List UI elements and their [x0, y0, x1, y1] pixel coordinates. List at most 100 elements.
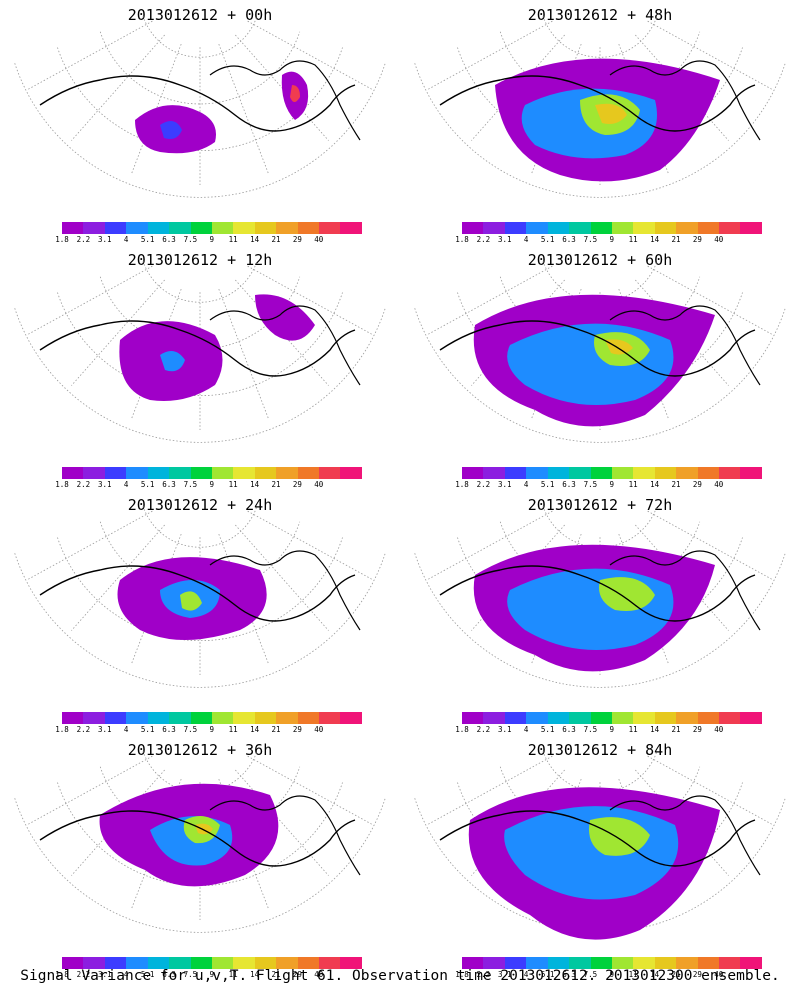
- colorbar-segment: [190, 467, 212, 479]
- colorbar-segment: [569, 957, 591, 969]
- colorbar-segment: [147, 957, 170, 969]
- map-panel: 2013012612 + 00h 1.8 2.2 3.1 4 5.1 6.3 7.5 9 11 14…: [0, 0, 400, 245]
- colorbar-tick-label: 4: [523, 235, 529, 244]
- colorbar-tick-label: 4: [523, 725, 529, 734]
- colorbar-labels: 1.8 2.2 3.1 4 5.1 6.3 7.5 9 11 14 21 29 40: [55, 725, 375, 735]
- colorbar-tick-label: 3.1: [98, 970, 112, 979]
- colorbar-tick-label: 11: [228, 480, 238, 489]
- panel-title: 2013012612 + 36h: [127, 741, 273, 759]
- colorbar-tick-label: 14: [650, 235, 660, 244]
- colorbar-tick-label: 4: [123, 235, 129, 244]
- colorbar-segment: [697, 957, 720, 969]
- colorbar-segment: [319, 712, 341, 724]
- colorbar-segment: [462, 222, 484, 234]
- colorbar-tick-label: 11: [628, 970, 638, 979]
- colorbar-segment: [211, 467, 234, 479]
- colorbar-tick-label: 3.1: [98, 725, 112, 734]
- coastline: [39, 810, 356, 867]
- colorbar-tick-label: 4: [123, 970, 129, 979]
- colorbar-tick-label: 2.2: [476, 480, 491, 489]
- colorbar-tick-label: 29: [692, 970, 702, 979]
- colorbar-tick-label: 29: [692, 480, 702, 489]
- colorbar-tick-label: 1.8: [455, 970, 469, 979]
- colorbar-tick-label: 6.3: [162, 970, 176, 979]
- colorbar-segment: [483, 222, 505, 234]
- colorbar-tick-label: 1.8: [55, 480, 69, 489]
- colorbar-tick-label: 2.2: [476, 235, 491, 244]
- colorbar-tick-label: 5.1: [540, 235, 555, 244]
- colorbar-segment: [483, 712, 505, 724]
- colorbar-tick-label: 40: [714, 725, 724, 734]
- colorbar-tick-label: 3.1: [498, 480, 512, 489]
- colorbar-tick-label: 7.5: [583, 970, 598, 979]
- colorbar-segment: [590, 222, 612, 234]
- colorbar-tick-label: 4: [123, 725, 129, 734]
- colorbar-tick-label: 14: [250, 235, 260, 244]
- colorbar-segment: [147, 222, 170, 234]
- map-panel: 2013012612 + 48h 1.8 2.2 3.1 4 5.1 6.3 7.5 9 11 14…: [400, 0, 800, 245]
- colorbar-segment: [104, 467, 127, 479]
- colorbar-segment: [83, 467, 105, 479]
- colorbar-tick-label: 29: [292, 970, 302, 979]
- colorbar-segment: [83, 957, 105, 969]
- colorbar-tick-label: 7.5: [183, 235, 198, 244]
- colorbar-segment: [233, 712, 255, 724]
- colorbar-tick-label: 11: [228, 235, 238, 244]
- colorbar-tick-label: 6.3: [162, 235, 176, 244]
- colorbar-segment: [254, 222, 277, 234]
- colorbar-segment: [719, 222, 741, 234]
- map-plot: [14, 750, 386, 933]
- variance-field: [255, 294, 315, 341]
- colorbar: [462, 467, 762, 479]
- colorbar-tick-label: 5.1: [140, 725, 155, 734]
- colorbar-segment: [633, 467, 655, 479]
- variance-field: [589, 817, 650, 856]
- colorbar-segment: [719, 467, 741, 479]
- colorbar-segment: [190, 957, 212, 969]
- colorbar-segment: [297, 467, 320, 479]
- colorbar-tick-label: 6.3: [562, 725, 576, 734]
- colorbar-tick-label: 2.2: [76, 970, 91, 979]
- colorbar-tick-label: 29: [692, 235, 702, 244]
- colorbar-tick-label: 29: [692, 725, 702, 734]
- colorbar-segment: [276, 712, 298, 724]
- colorbar-segment: [211, 957, 234, 969]
- coastline: [209, 550, 361, 631]
- colorbar-segment: [504, 957, 527, 969]
- variance-field: [290, 85, 300, 102]
- colorbar-segment: [740, 467, 762, 479]
- colorbar-tick-label: 3.1: [498, 970, 512, 979]
- colorbar-segment: [297, 222, 320, 234]
- colorbar-labels: 1.8 2.2 3.1 4 5.1 6.3 7.5 9 11 14 21 29 40: [455, 725, 775, 735]
- panel-title: 2013012612 + 24h: [127, 496, 273, 514]
- colorbar-labels: 1.8 2.2 3.1 4 5.1 6.3 7.5 9 11 14 21 29 40: [455, 970, 775, 980]
- colorbar-tick-label: 21: [671, 970, 681, 979]
- colorbar-segment: [83, 712, 105, 724]
- colorbar-tick-label: 9: [609, 480, 615, 489]
- colorbar-tick-label: 40: [314, 970, 324, 979]
- colorbar-tick-label: 14: [650, 970, 660, 979]
- colorbar-tick-label: 3.1: [98, 235, 112, 244]
- colorbar: [462, 957, 762, 969]
- colorbar-tick-label: 11: [628, 725, 638, 734]
- colorbar-tick-label: 5.1: [140, 235, 155, 244]
- colorbar-segment: [547, 712, 570, 724]
- panel-title: 2013012612 + 48h: [527, 6, 673, 24]
- colorbar-tick-label: 14: [250, 480, 260, 489]
- colorbar-segment: [190, 712, 212, 724]
- colorbar-tick-label: 40: [314, 725, 324, 734]
- colorbar-segment: [340, 712, 362, 724]
- map-panel: 2013012612 + 72h 1.8 2.2 3.1 4 5.1 6.3 7.5 9 11 14…: [400, 490, 800, 735]
- colorbar-tick-label: 7.5: [583, 725, 598, 734]
- map-panel: 2013012612 + 12h 1.8 2.2 3.1 4 5.1 6.3 7.5 9 11 14…: [0, 245, 400, 490]
- colorbar-segment: [254, 467, 277, 479]
- colorbar-segment: [504, 712, 527, 724]
- colorbar-tick-label: 4: [123, 480, 129, 489]
- colorbar-segment: [611, 957, 634, 969]
- coastline: [209, 60, 361, 141]
- colorbar-segment: [654, 467, 677, 479]
- colorbar-segment: [633, 222, 655, 234]
- colorbar-tick-label: 6.3: [562, 970, 576, 979]
- colorbar-tick-label: 21: [271, 235, 281, 244]
- coastline: [209, 305, 361, 386]
